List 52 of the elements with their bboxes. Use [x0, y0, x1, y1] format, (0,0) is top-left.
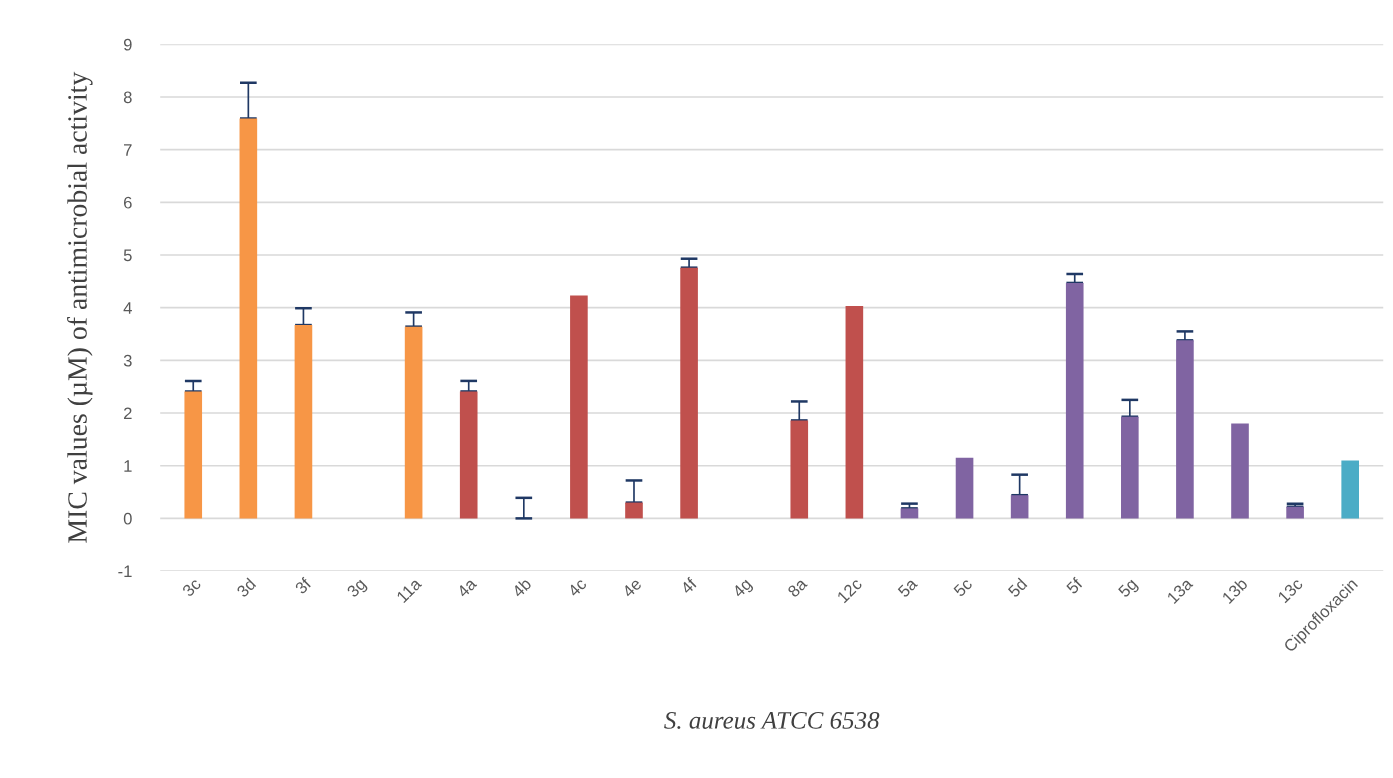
bar	[1010, 495, 1029, 519]
x-tick-label: 11a	[396, 577, 423, 604]
bar	[900, 508, 919, 519]
y-axis-title: MIC values (µM) of antimicrobial activity	[67, 71, 93, 543]
bar	[1065, 282, 1084, 519]
bar	[294, 325, 313, 519]
bar	[680, 267, 698, 519]
bar	[845, 306, 864, 519]
x-tick-label: 4c	[567, 577, 588, 598]
bar	[404, 326, 423, 519]
x-tick-label: 13b	[1221, 577, 1249, 605]
x-tick-label: 8a	[786, 576, 808, 598]
x-axis-title: S. aureus ATCC 6538	[664, 711, 880, 729]
bar	[1231, 423, 1249, 519]
x-tick-label: 5d	[1007, 577, 1028, 598]
x-tick-label: 4g	[731, 577, 755, 601]
y-tick-label: -1	[118, 565, 132, 578]
bar	[570, 295, 588, 519]
x-tick-label: 4b	[510, 577, 532, 599]
y-tick-label: 7	[124, 144, 132, 156]
bar	[955, 457, 974, 519]
y-tick-label: 5	[123, 249, 132, 262]
x-tick-label: 5g	[1117, 577, 1141, 601]
bar	[790, 420, 809, 519]
bar	[1286, 506, 1304, 519]
y-tick-label: 1	[124, 460, 132, 472]
x-tick-label: 3d	[235, 577, 257, 598]
bar	[1121, 416, 1139, 519]
y-tick-label: 2	[123, 407, 132, 420]
x-tick-label: 4e	[621, 577, 643, 599]
bar	[184, 391, 203, 519]
x-tick-label: 3g	[346, 577, 369, 601]
bar	[459, 391, 478, 519]
x-tick-label: 3c	[181, 577, 202, 598]
y-tick-label: 8	[123, 91, 132, 104]
bar	[1176, 340, 1194, 519]
bar	[1341, 460, 1360, 519]
x-tick-label: 4a	[456, 577, 478, 599]
y-tick-label: 6	[124, 196, 132, 209]
y-tick-label: 3	[123, 354, 132, 367]
x-tick-label: 12c	[836, 577, 863, 604]
x-tick-label: 5c	[953, 577, 973, 598]
y-tick-label: 4	[123, 302, 132, 314]
y-tick-label: 0	[123, 512, 132, 525]
x-tick-label: 5f	[1065, 576, 1084, 595]
x-tick-label: 13a	[1166, 576, 1194, 605]
x-tick-label: 4f	[679, 576, 698, 595]
y-tick-label: 9	[123, 38, 132, 51]
bar	[625, 502, 643, 519]
x-tick-label: 3f	[294, 576, 313, 595]
x-tick-label: 5a	[897, 577, 919, 598]
bar	[239, 118, 258, 519]
